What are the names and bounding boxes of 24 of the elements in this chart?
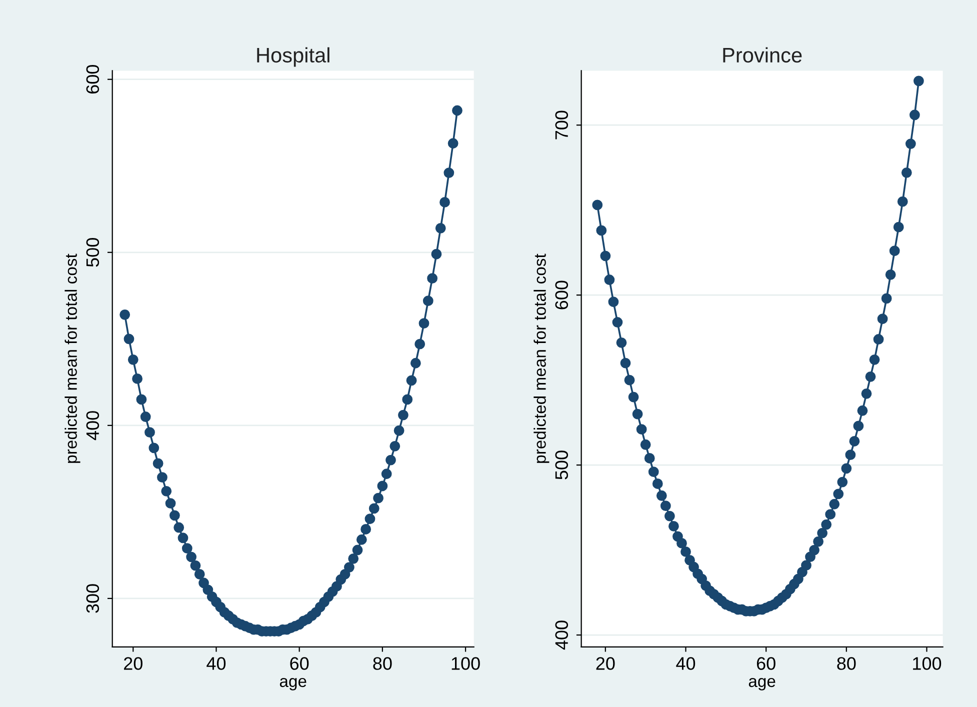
x-tick-label: 80 bbox=[373, 657, 392, 670]
y-tick-label: 600 bbox=[86, 64, 100, 94]
y-axis-title: predicted mean for total cost bbox=[64, 254, 80, 463]
x-tick-label: 40 bbox=[676, 657, 696, 670]
y-tick-label: 400 bbox=[86, 411, 100, 440]
x-tick-label: 80 bbox=[837, 657, 856, 670]
x-tick-label: 60 bbox=[756, 657, 776, 670]
y-tick-label: 700 bbox=[555, 110, 568, 140]
x-tick-label: 20 bbox=[596, 657, 615, 670]
x-tick-label: 40 bbox=[206, 657, 226, 670]
y-tick-label: 400 bbox=[555, 620, 568, 650]
y-tick-label: 300 bbox=[86, 584, 100, 613]
x-tick-label: 100 bbox=[452, 657, 480, 670]
x-tick-label: 20 bbox=[124, 657, 142, 670]
y-axis-title: predicted mean for total cost bbox=[534, 254, 550, 463]
x-tick-label: 60 bbox=[290, 657, 309, 670]
y-tick-label: 600 bbox=[555, 280, 568, 310]
x-axis-title: age bbox=[280, 678, 306, 690]
chart-title: Hospital bbox=[257, 47, 330, 67]
chart-title: Province bbox=[723, 47, 802, 63]
y-tick-label: 500 bbox=[86, 238, 100, 267]
x-tick-label: 100 bbox=[913, 657, 942, 670]
y-tick-label: 500 bbox=[555, 450, 568, 480]
x-axis-title: age bbox=[748, 678, 776, 690]
